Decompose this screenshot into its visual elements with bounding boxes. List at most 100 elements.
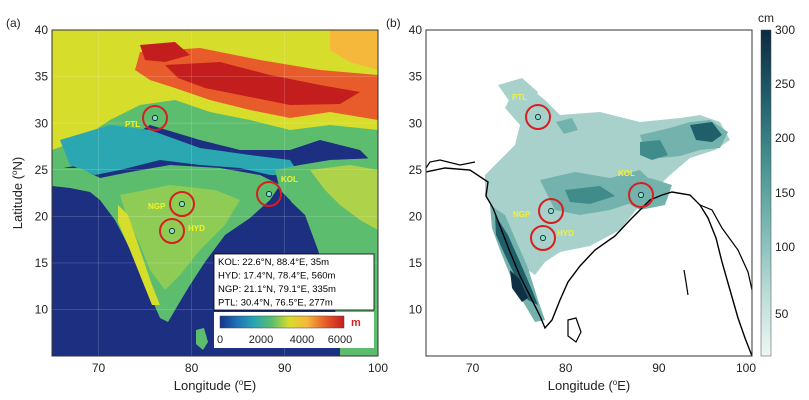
panel-b-x-tick: 90 [652, 361, 666, 375]
colorbar-tick: 250 [775, 77, 795, 91]
station-ring [525, 104, 551, 130]
panel-b-y-tick: 35 [409, 70, 423, 84]
tibetan-plateau-high [165, 62, 360, 105]
sri-lanka-outline [567, 317, 582, 343]
colorbar-tick: 150 [775, 186, 795, 200]
panel-a-x-ticks: 70 80 90 100 [92, 361, 389, 375]
panel-a-xlabel: Longitude (oE) [174, 378, 257, 393]
station-label: NGP [513, 210, 531, 219]
colorbar-ramp [760, 29, 772, 357]
colorbar-tick: 100 [775, 240, 795, 254]
stations-a: PTL NGP HYD KOL [125, 105, 298, 244]
panel-a-y-tick: 30 [35, 117, 49, 131]
info-line: PTL: 30.4°N, 76.5°E, 277m [218, 298, 333, 309]
stations-b: PTL NGP HYD KOL [512, 93, 654, 251]
station-ring [169, 191, 195, 217]
station-marker-ngp-b[interactable]: NGP [513, 198, 564, 224]
andaman-islands [683, 269, 689, 296]
myanmar-coast [699, 204, 752, 291]
panel-b-xlabel: Longitude (oE) [548, 378, 631, 393]
station-ring [159, 218, 185, 244]
panel-a-y-tick: 25 [35, 163, 49, 177]
station-marker-ptl[interactable]: PTL [125, 105, 168, 131]
colorbar-tick: 2000 [249, 334, 273, 346]
station-ring [538, 198, 564, 224]
station-dot [535, 114, 541, 120]
panel-b-y-tick: 30 [409, 117, 423, 131]
east-hills [310, 165, 378, 230]
colorbar-tick: 50 [775, 307, 789, 321]
coastline [426, 167, 752, 356]
yellow-hills-east [330, 30, 378, 70]
station-dot [169, 228, 175, 234]
info-line: NGP: 21.1°N, 79.1°E, 335m [218, 284, 336, 295]
rain-region-ghats-max [510, 270, 528, 302]
colorbar-tick: 4000 [290, 334, 314, 346]
panel-a-frame [51, 29, 379, 357]
panel-a-x-tick: 70 [92, 361, 106, 375]
station-ring [256, 181, 282, 207]
rain-region-north [498, 78, 538, 110]
station-info-box: KOL: 22.6°N, 88.4°E, 35m HYD: 17.4°N, 78… [213, 253, 375, 311]
rainfall-colorbar: cm 50 100 150 200 250 300 [758, 11, 795, 357]
station-dot [548, 208, 554, 214]
elevation-map [52, 30, 378, 356]
station-marker-kol[interactable]: KOL [256, 175, 298, 207]
station-marker-kol-b[interactable]: KOL [618, 169, 654, 208]
deccan-plateau [120, 185, 240, 290]
station-ring [530, 225, 556, 251]
colorbar-tick: 300 [775, 23, 795, 37]
rain-region-northeast-dark [690, 122, 722, 142]
sri-lanka [196, 328, 208, 350]
panel-b-x-tick: 70 [466, 361, 480, 375]
panel-a-y-tick: 40 [35, 23, 49, 37]
panel-a-y-tick: 35 [35, 70, 49, 84]
colorbar-tick: 6000 [328, 334, 352, 346]
station-dot [638, 192, 644, 198]
panel-a-x-tick: 80 [185, 361, 199, 375]
western-ghats [118, 205, 160, 305]
panel-a-x-tick: 90 [278, 361, 292, 375]
rain-region-northwest-dot [556, 118, 578, 134]
panel-a-ylabel: Latitude (oN) [10, 157, 25, 229]
station-marker-ngp[interactable]: NGP [148, 191, 195, 217]
panel-a-y-tick: 10 [35, 303, 49, 317]
panel-a-x-tick: 100 [368, 361, 388, 375]
info-line: KOL: 22.6°N, 88.4°E, 35m [218, 257, 329, 268]
panel-b-x-tick: 100 [736, 361, 756, 375]
colorbar-unit: cm [758, 11, 774, 25]
station-dot [179, 201, 185, 207]
station-ring [628, 182, 654, 208]
station-label: HYD [188, 224, 205, 233]
rain-region-west-coast-dark [495, 215, 538, 305]
rain-region-central-dark [565, 186, 615, 204]
rainfall-map [426, 30, 752, 356]
panel-b: (b) 70 80 90 [386, 11, 795, 393]
panel-b-y-tick: 20 [409, 210, 423, 224]
panel-a-y-tick: 20 [35, 210, 49, 224]
station-label: NGP [148, 202, 166, 211]
station-label: PTL [512, 93, 527, 102]
station-dot [540, 235, 546, 241]
info-line: HYD: 17.4°N, 78.4°E, 560m [218, 271, 336, 282]
colorbar-tick: 0 [217, 334, 223, 346]
panel-b-label: (b) [386, 16, 401, 30]
station-ring [142, 105, 168, 131]
station-marker-hyd-b[interactable]: HYD [530, 225, 574, 251]
panel-b-x-tick: 80 [559, 361, 573, 375]
info-box-bg [213, 253, 375, 311]
colorbar-unit: m [351, 317, 361, 329]
panel-b-y-tick: 40 [409, 23, 423, 37]
station-marker-hyd[interactable]: HYD [159, 218, 205, 244]
station-marker-ptl-b[interactable]: PTL [512, 93, 551, 130]
panel-b-frame [425, 29, 753, 357]
panel-a-label: (a) [6, 16, 21, 30]
panel-b-y-tick: 25 [409, 163, 423, 177]
panel-b-y-ticks: 10 15 20 25 30 35 40 [409, 23, 423, 317]
panel-b-y-tick: 10 [409, 303, 423, 317]
station-dot [266, 191, 272, 197]
panel-b-x-ticks: 70 80 90 100 [466, 361, 756, 375]
indo-gangetic-plain [60, 125, 300, 175]
colorbar-tick: 200 [775, 131, 795, 145]
